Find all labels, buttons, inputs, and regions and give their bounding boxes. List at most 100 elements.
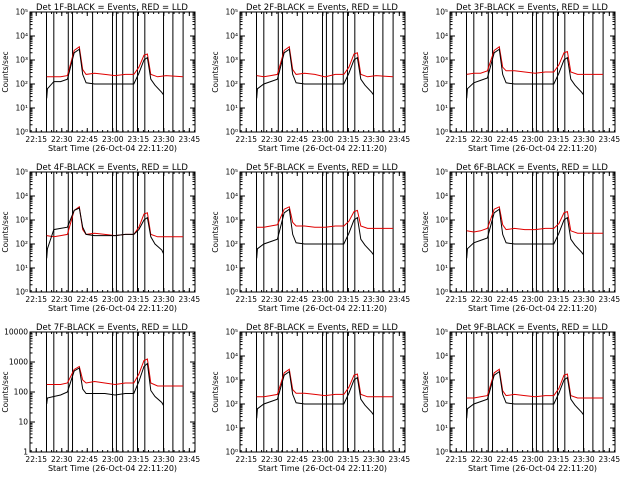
y-tick-label: 10⁵ (435, 328, 448, 337)
x-tick-label: 22:15 (445, 455, 467, 464)
lld-series-line (46, 205, 184, 238)
x-tick-label: 23:30 (153, 455, 175, 464)
x-tick-label: 23:45 (599, 135, 621, 144)
lld-series-line (256, 45, 394, 78)
x-tick-label: 23:15 (337, 135, 359, 144)
x-tick-label: 22:45 (286, 135, 308, 144)
y-tick-label: 10⁵ (15, 8, 28, 17)
x-tick-label: 22:15 (25, 455, 47, 464)
y-tick-label: 10² (435, 400, 448, 409)
x-tick-label: 23:00 (522, 135, 544, 144)
x-axis-label: Start Time (26-Oct-04 22:11:20) (48, 144, 177, 153)
lld-series-line (466, 368, 604, 399)
y-axis-label: Counts/sec (1, 211, 10, 252)
panel-title: Det 8F-BLACK = Events, RED = LLD (246, 323, 398, 333)
x-tick-label: 22:30 (51, 455, 73, 464)
events-series-line (466, 48, 584, 99)
x-tick-label: 22:45 (76, 135, 98, 144)
x-tick-label: 23:00 (102, 135, 124, 144)
x-tick-label: 22:45 (286, 295, 308, 304)
y-tick-label: 10⁰ (15, 288, 28, 297)
y-tick-label: 1000 (9, 358, 28, 367)
y-tick-label: 10² (225, 400, 238, 409)
y-tick-label: 10² (225, 80, 238, 89)
y-axis-label: Counts/sec (1, 51, 10, 92)
panel-title: Det 9F-BLACK = Events, RED = LLD (456, 323, 608, 333)
lld-series-line (46, 358, 184, 387)
y-tick-label: 10¹ (225, 104, 238, 113)
y-tick-label: 10³ (225, 376, 238, 385)
y-axis-label: Counts/sec (421, 51, 430, 92)
y-tick-label: 10³ (435, 56, 448, 65)
y-tick-label: 10⁴ (435, 192, 448, 201)
x-tick-label: 22:45 (496, 295, 518, 304)
y-tick-label: 10³ (225, 56, 238, 65)
x-axis-label: Start Time (26-Oct-04 22:11:20) (468, 304, 597, 313)
y-tick-label: 10⁴ (225, 352, 238, 361)
x-tick-label: 22:30 (471, 295, 493, 304)
x-tick-label: 23:15 (127, 455, 149, 464)
y-tick-label: 10² (15, 80, 28, 89)
y-tick-label: 10⁴ (435, 32, 448, 41)
y-tick-label: 10³ (15, 56, 28, 65)
y-tick-label: 10¹ (15, 264, 28, 273)
x-tick-label: 23:15 (547, 135, 569, 144)
panel-title: Det 6F-BLACK = Events, RED = LLD (456, 163, 608, 173)
y-tick-label: 10² (435, 240, 448, 249)
y-tick-label: 10⁵ (225, 168, 238, 177)
y-tick-label: 10² (15, 240, 28, 249)
y-tick-label: 10³ (15, 216, 28, 225)
y-axis-label: Counts/sec (211, 51, 220, 92)
x-tick-label: 23:45 (389, 295, 411, 304)
y-tick-label: 10³ (435, 376, 448, 385)
x-tick-label: 23:15 (337, 295, 359, 304)
panel-title: Det 2F-BLACK = Events, RED = LLD (246, 3, 398, 13)
x-tick-label: 23:30 (363, 295, 385, 304)
x-tick-label: 22:30 (261, 455, 283, 464)
x-tick-label: 22:30 (261, 135, 283, 144)
events-series-line (46, 48, 164, 99)
x-tick-label: 22:15 (445, 295, 467, 304)
x-tick-label: 23:15 (127, 295, 149, 304)
y-tick-label: 10000 (4, 328, 28, 337)
x-tick-label: 22:30 (261, 295, 283, 304)
y-tick-label: 100 (14, 388, 29, 397)
events-series-line (256, 370, 374, 419)
y-tick-label: 10⁰ (435, 288, 448, 297)
y-tick-label: 10¹ (435, 424, 448, 433)
x-tick-label: 23:00 (102, 295, 124, 304)
y-tick-label: 10⁴ (15, 32, 28, 41)
x-tick-label: 23:30 (573, 455, 595, 464)
x-tick-label: 23:00 (522, 295, 544, 304)
x-tick-label: 23:45 (179, 455, 201, 464)
y-tick-label: 10 (18, 418, 28, 427)
x-tick-label: 23:45 (599, 455, 621, 464)
x-tick-label: 23:00 (102, 455, 124, 464)
x-tick-label: 23:00 (312, 135, 334, 144)
x-tick-label: 23:00 (312, 295, 334, 304)
x-tick-label: 23:45 (599, 295, 621, 304)
x-tick-label: 23:45 (179, 295, 201, 304)
x-tick-label: 23:45 (179, 135, 201, 144)
y-axis-label: Counts/sec (211, 211, 220, 252)
x-tick-label: 22:15 (445, 135, 467, 144)
y-tick-label: 10⁰ (15, 128, 28, 137)
y-tick-label: 10² (225, 240, 238, 249)
x-tick-label: 22:15 (25, 295, 47, 304)
events-series-line (46, 207, 164, 259)
x-tick-label: 23:15 (127, 135, 149, 144)
lld-series-line (256, 206, 394, 229)
x-tick-label: 23:15 (547, 455, 569, 464)
y-tick-label: 10³ (225, 216, 238, 225)
y-axis-label: Counts/sec (211, 371, 220, 412)
y-tick-label: 10⁰ (435, 448, 448, 457)
panel-title: Det 4F-BLACK = Events, RED = LLD (36, 163, 188, 173)
x-tick-label: 23:30 (573, 135, 595, 144)
y-tick-label: 10¹ (225, 424, 238, 433)
x-axis-label: Start Time (26-Oct-04 22:11:20) (48, 304, 177, 313)
x-axis-label: Start Time (26-Oct-04 22:11:20) (468, 144, 597, 153)
x-tick-label: 22:45 (76, 295, 98, 304)
